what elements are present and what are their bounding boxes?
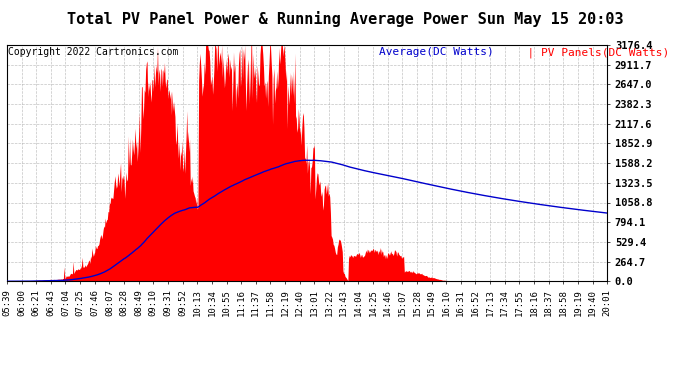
Text: | PV Panels(DC Watts): | PV Panels(DC Watts): [379, 47, 669, 58]
Text: Average(DC Watts): Average(DC Watts): [379, 47, 494, 57]
Text: Copyright 2022 Cartronics.com: Copyright 2022 Cartronics.com: [8, 47, 179, 57]
Text: Total PV Panel Power & Running Average Power Sun May 15 20:03: Total PV Panel Power & Running Average P…: [67, 11, 623, 27]
